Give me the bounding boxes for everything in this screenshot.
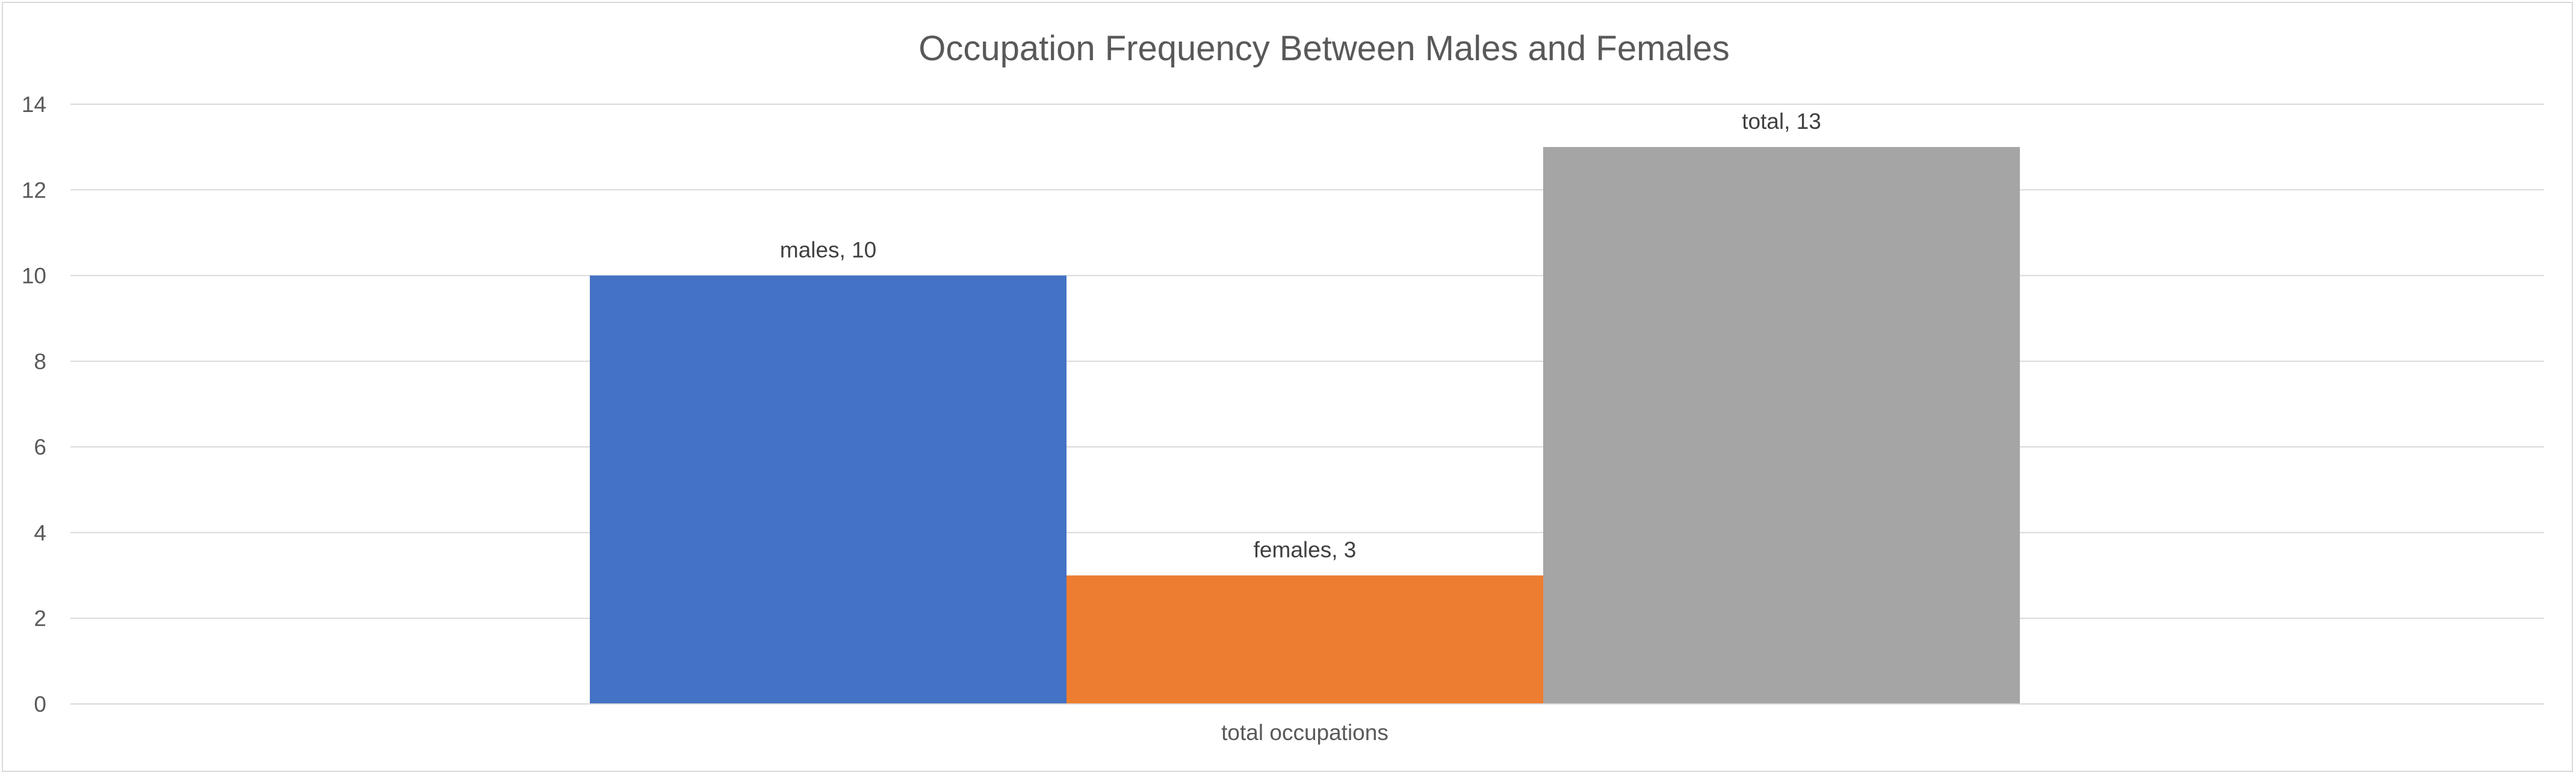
chart-title: Occupation Frequency Between Males and F… bbox=[918, 29, 1730, 68]
bar-males bbox=[590, 275, 1067, 705]
data-label-males: males, 10 bbox=[780, 238, 876, 263]
y-tick-label: 6 bbox=[34, 435, 46, 459]
y-axis-tick-labels: 0 2 4 6 8 10 12 14 bbox=[22, 92, 46, 717]
bar-total bbox=[1543, 147, 2020, 705]
bar-series bbox=[590, 147, 2020, 705]
data-labels: males, 10 females, 3 total, 13 bbox=[780, 109, 1821, 562]
data-label-females: females, 3 bbox=[1254, 538, 1357, 562]
gridlines bbox=[70, 104, 2544, 705]
y-tick-label: 10 bbox=[22, 264, 46, 288]
y-tick-label: 0 bbox=[34, 692, 46, 717]
data-label-total: total, 13 bbox=[1742, 109, 1821, 134]
bar-females bbox=[1067, 575, 1543, 704]
bar-chart: Occupation Frequency Between Males and F… bbox=[22, 29, 2544, 745]
y-tick-label: 14 bbox=[22, 92, 46, 117]
y-tick-label: 2 bbox=[34, 606, 46, 631]
y-tick-label: 8 bbox=[34, 349, 46, 374]
y-tick-label: 12 bbox=[22, 178, 46, 202]
y-tick-label: 4 bbox=[34, 520, 46, 545]
x-axis: total occupations bbox=[70, 703, 2544, 745]
x-category-label: total occupations bbox=[1221, 720, 1389, 745]
